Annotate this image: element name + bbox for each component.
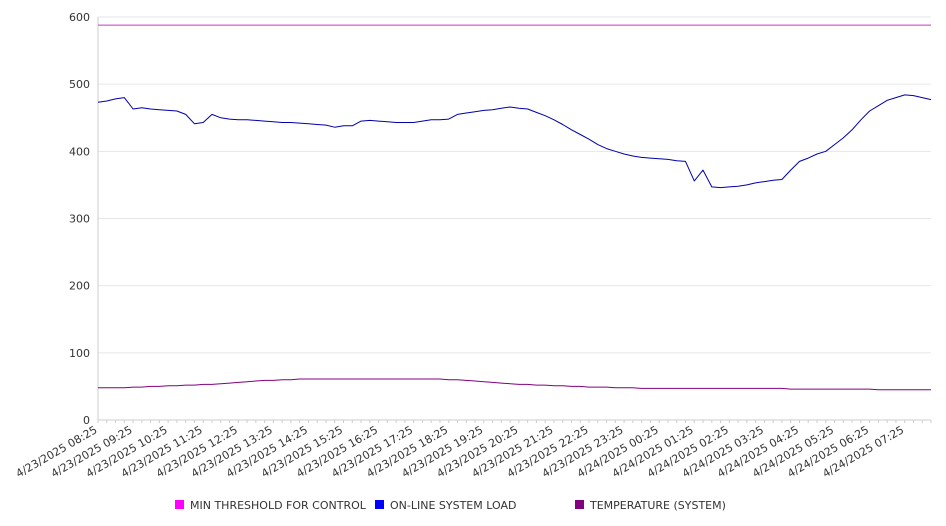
y-tick-label: 300: [69, 213, 90, 226]
legend-swatch: [175, 500, 184, 509]
y-tick-label: 500: [69, 78, 90, 91]
legend-label: ON-LINE SYSTEM LOAD: [390, 499, 516, 512]
legend: MIN THRESHOLD FOR CONTROL ON-LINE SYSTEM …: [175, 499, 726, 512]
series-line-1: [97, 94, 932, 189]
series-line-2: [98, 378, 931, 391]
series-lines: [97, 24, 932, 391]
legend-label: TEMPERATURE (SYSTEM): [589, 499, 726, 512]
y-tick-label: 200: [69, 280, 90, 293]
grid: [98, 16, 931, 354]
y-tick-label: 0: [83, 414, 90, 427]
legend-swatch: [375, 500, 384, 509]
legend-label: MIN THRESHOLD FOR CONTROL: [190, 499, 367, 512]
y-tick-label: 400: [69, 145, 90, 158]
y-tick-label: 600: [69, 11, 90, 24]
legend-swatch: [575, 500, 584, 509]
y-tick-label: 100: [69, 347, 90, 360]
